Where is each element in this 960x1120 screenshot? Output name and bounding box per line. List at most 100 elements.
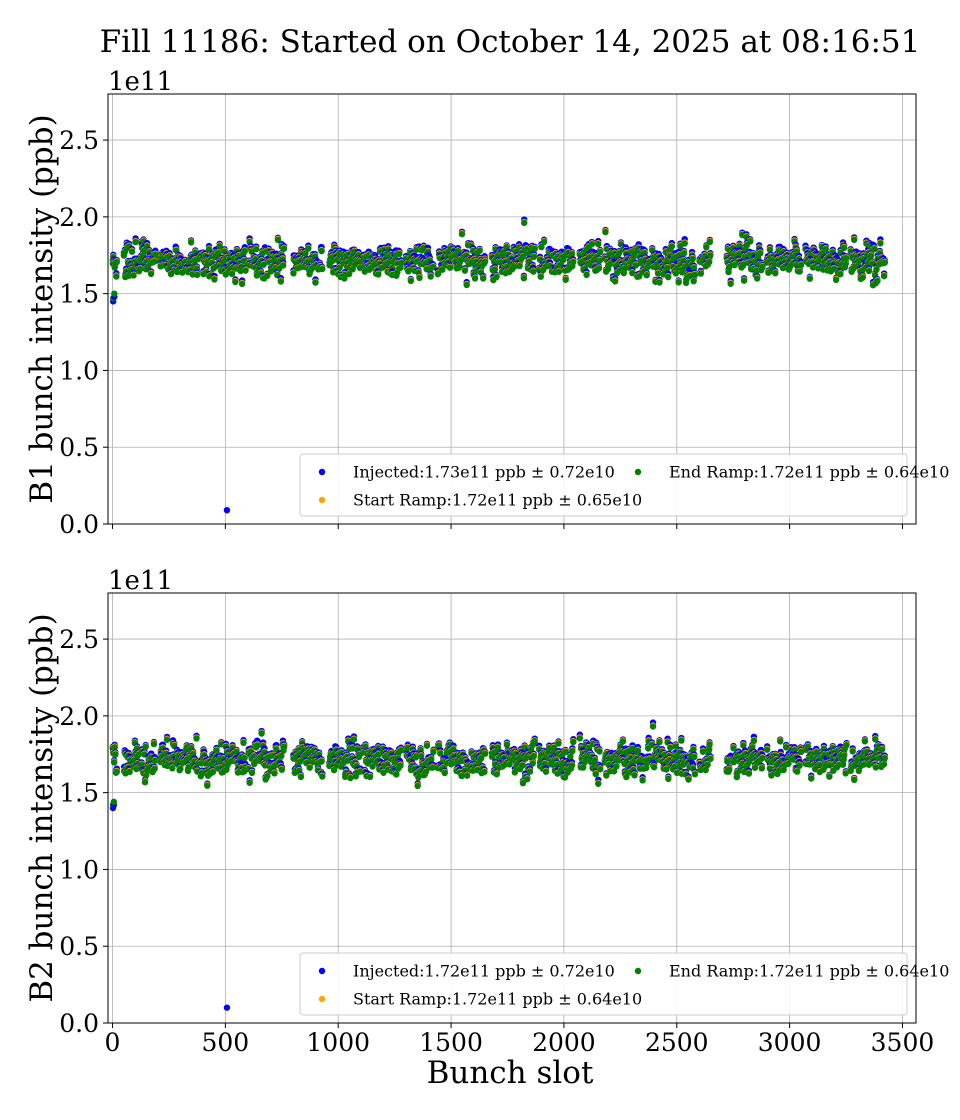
data-point-series-3: [277, 278, 285, 285]
data-point-series-3: [531, 245, 538, 253]
legend-marker: [318, 496, 326, 504]
data-point-series-3: [306, 764, 313, 771]
data-point-series-3: [840, 244, 848, 252]
data-point-series-3: [837, 270, 844, 278]
data-point-series-3: [458, 772, 465, 780]
data-point-series-3: [461, 267, 469, 274]
data-point-series-3: [187, 239, 195, 246]
data-point-series-3: [867, 252, 875, 259]
data-point-series-3: [241, 754, 248, 762]
data-point-series-3: [530, 253, 538, 261]
data-point-series-3: [597, 766, 604, 773]
data-point-series-3: [290, 270, 297, 277]
data-point-series-3: [757, 250, 764, 257]
y-offset-text: 1e11: [108, 67, 173, 97]
data-point-series-3: [312, 279, 319, 286]
data-point-series-3: [772, 269, 779, 277]
data-point-series-3: [441, 769, 448, 777]
data-point-series-3: [264, 272, 271, 280]
data-point-series-3: [529, 760, 536, 767]
data-point-series-3: [703, 244, 710, 251]
data-point-outlier: [111, 290, 118, 297]
data-point-series-3: [596, 748, 603, 755]
data-point-series-3: [151, 765, 158, 773]
data-point-series-3: [393, 771, 400, 778]
data-point-series-3: [407, 277, 415, 285]
data-point-series-3: [458, 230, 466, 238]
data-point-series-3: [530, 752, 537, 760]
data-point-series-3: [397, 762, 404, 769]
data-point-series-3: [416, 274, 423, 282]
data-point-series-3: [110, 759, 118, 766]
data-point-series-3: [163, 736, 171, 743]
data-point-series-3: [481, 768, 488, 776]
data-point-series-3: [569, 747, 576, 755]
data-point-series-3: [169, 765, 176, 772]
data-point-series-3: [241, 247, 248, 255]
data-point-series-3: [319, 773, 326, 780]
data-point-series-3: [211, 276, 218, 283]
data-point-series-3: [147, 270, 155, 278]
data-point-series-3: [643, 271, 650, 279]
data-point-series-3: [493, 771, 500, 778]
data-point-series-3: [128, 248, 136, 255]
data-point-series-3: [349, 265, 356, 273]
legend-label: Start Ramp:1.72e11 ppb ± 0.65e10: [353, 491, 642, 510]
data-point-series-3: [583, 271, 590, 279]
data-point-series-3: [397, 264, 404, 271]
data-point-series-3: [113, 768, 121, 776]
legend-marker: [318, 468, 326, 476]
data-point-series-3: [254, 742, 261, 749]
grid: [108, 94, 916, 525]
data-point-series-3: [125, 272, 132, 280]
data-point-series-3: [264, 773, 271, 780]
data-point-series-3: [396, 250, 403, 258]
data-point-series-3: [479, 275, 487, 282]
data-point-series-3: [274, 236, 282, 244]
data-point-series-3: [193, 271, 201, 279]
legend-label: Injected:1.73e11 ppb ± 0.72e10: [353, 463, 615, 482]
data-point-series-3: [430, 748, 437, 756]
data-point-series-3: [680, 250, 688, 257]
data-point-series-3: [665, 273, 672, 281]
data-point-series-3: [232, 278, 239, 286]
data-point-series-3: [859, 274, 866, 281]
data-point-series-3: [562, 276, 569, 283]
legend-marker: [634, 468, 642, 476]
data-point-series-3: [356, 264, 364, 272]
data-point-series-3: [675, 279, 682, 286]
data-point-series-3: [204, 782, 211, 789]
data-point-series-3: [656, 279, 663, 286]
data-point-outlier: [223, 506, 231, 514]
data-point-series-3: [130, 272, 137, 279]
data-point-series-3: [143, 772, 150, 779]
y-tick-label: 1.5: [59, 280, 99, 309]
data-point-series-3: [865, 267, 873, 275]
data-point-series-3: [228, 270, 236, 278]
data-point-series-3: [503, 741, 511, 749]
data-point-series-3: [151, 258, 158, 265]
data-point-series-3: [579, 764, 587, 771]
data-point-series-3: [278, 752, 285, 760]
data-point-series-3: [555, 740, 562, 747]
data-point-series-3: [435, 270, 442, 277]
data-point-series-3: [427, 273, 434, 280]
data-point-series-3: [520, 275, 528, 282]
data-point-series-3: [152, 251, 159, 258]
data-point-series-3: [691, 271, 699, 279]
data-point-series-3: [588, 241, 596, 248]
data-point-series-3: [797, 261, 805, 269]
data-point-series-3: [246, 779, 253, 786]
data-point-series-3: [136, 265, 144, 273]
data-point-series-3: [248, 769, 256, 777]
data-point-series-3: [881, 259, 888, 266]
data-point-series-3: [145, 262, 152, 270]
data-point-series-3: [113, 258, 120, 266]
data-point-series-3: [524, 776, 531, 783]
data-point-series-3: [280, 743, 288, 750]
data-point-series-3: [481, 258, 489, 265]
data-point-series-3: [423, 742, 431, 749]
data-point-series-3: [279, 262, 287, 269]
data-point-series-3: [537, 273, 544, 280]
data-point-series-3: [570, 258, 577, 266]
